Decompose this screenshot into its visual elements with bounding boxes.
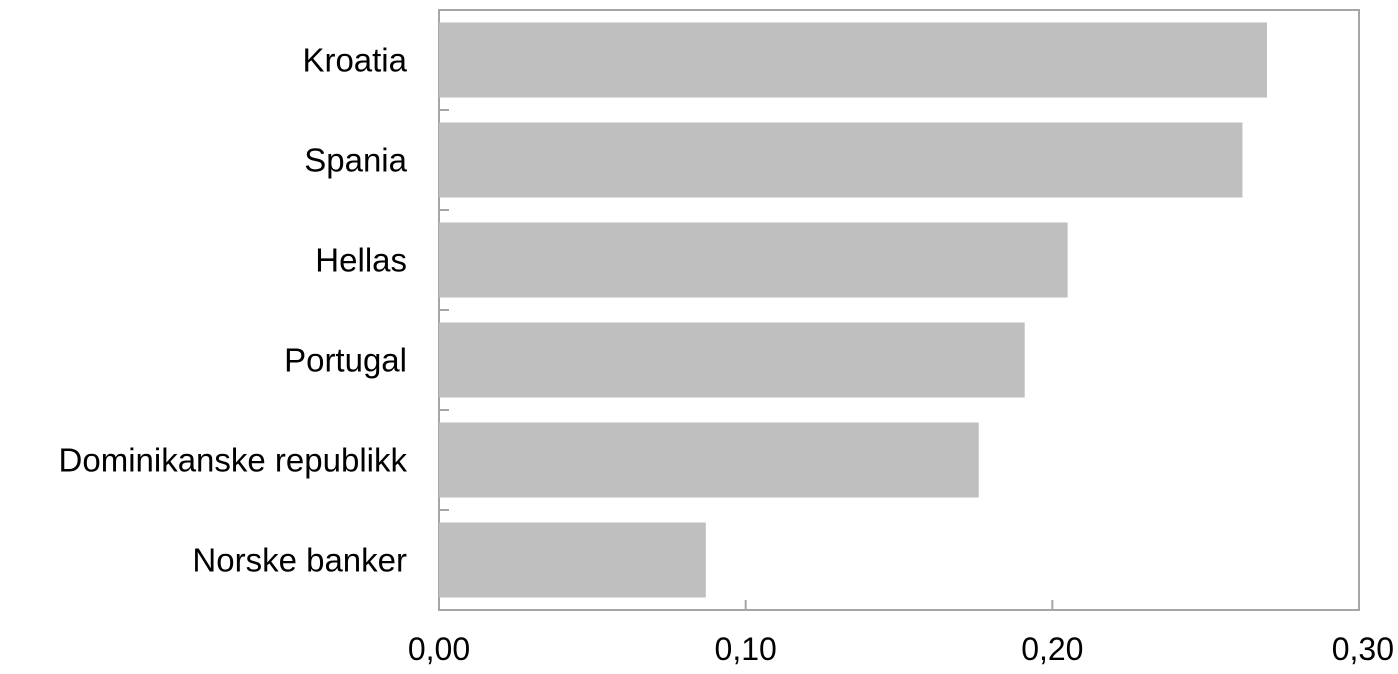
category-label: Dominikanske republikk <box>59 442 408 479</box>
x-tick-label: 0,00 <box>408 631 470 667</box>
x-tick-label: 0,20 <box>1021 631 1083 667</box>
category-label: Spania <box>304 142 407 179</box>
x-tick-labels: 0,00 0,10 0,20 0,30 <box>408 631 1394 667</box>
x-tick-label: 0,10 <box>715 631 777 667</box>
category-labels: Kroatia Spania Hellas Portugal Dominikanske … <box>59 42 408 579</box>
plot-area <box>438 9 1360 611</box>
category-label: Portugal <box>284 342 407 379</box>
axis-ticks <box>438 109 1360 610</box>
x-tick-label: 0,30 <box>1332 631 1394 667</box>
bar-3 <box>439 322 1025 398</box>
bar-1 <box>439 122 1243 198</box>
category-label: Hellas <box>315 242 407 279</box>
bar-2 <box>439 222 1068 298</box>
bar-4 <box>439 422 979 498</box>
category-label: Norske banker <box>192 542 407 579</box>
bar-0 <box>439 22 1267 98</box>
bar-5 <box>439 522 706 598</box>
category-label: Kroatia <box>302 42 407 79</box>
bars-layer <box>439 22 1267 598</box>
